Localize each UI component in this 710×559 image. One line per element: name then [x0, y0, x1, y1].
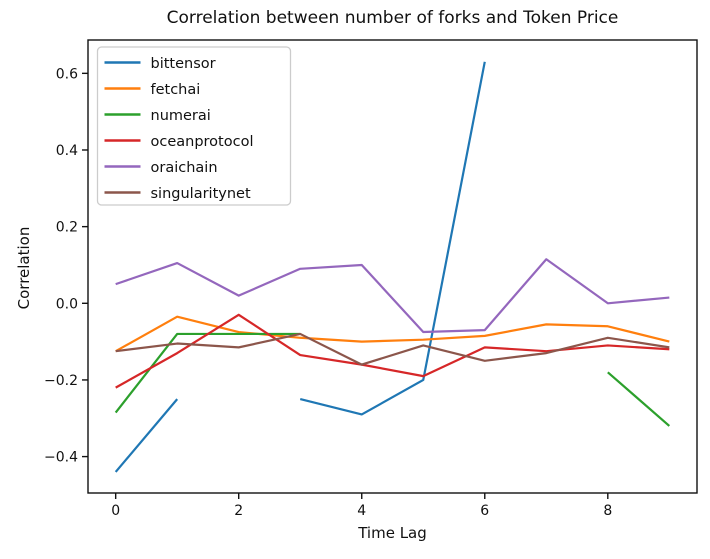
x-tick-label-6: 6 — [480, 503, 489, 519]
y-tick-label-0.2: 0.2 — [56, 220, 78, 236]
series-line-singularitynet — [115, 332, 670, 366]
series-line-oceanprotocol — [115, 313, 670, 389]
series-line-bittensor — [114, 398, 179, 473]
x-axis-label: Time Lag — [358, 524, 427, 542]
y-axis-label: Correlation — [15, 226, 33, 310]
y-tick-label-0.6: 0.6 — [56, 66, 78, 82]
y-tick-label-−0.2: −0.2 — [44, 373, 78, 389]
axes-frame — [87, 39, 698, 494]
y-tick-label-−0.4: −0.4 — [44, 450, 78, 466]
legend-label-oceanprotocol: oceanprotocol — [151, 134, 254, 150]
x-tick-label-0: 0 — [111, 503, 120, 519]
x-tick-label-4: 4 — [357, 503, 366, 519]
y-tick-label-0.4: 0.4 — [56, 143, 78, 159]
legend-label-numerai: numerai — [151, 108, 211, 124]
series-line-oraichain — [115, 258, 670, 334]
x-tick-label-2: 2 — [234, 503, 243, 519]
series-line-bittensor — [299, 61, 486, 416]
legend-label-singularitynet: singularitynet — [151, 186, 251, 202]
chart-title: Correlation between number of forks and … — [166, 8, 619, 28]
legend-label-fetchai: fetchai — [151, 82, 201, 98]
legend-label-oraichain: oraichain — [151, 160, 218, 176]
y-tick-label-0.0: 0.0 — [56, 296, 78, 312]
series-line-fetchai — [115, 315, 670, 353]
x-tick-label-8: 8 — [603, 503, 612, 519]
legend-label-bittensor: bittensor — [151, 56, 216, 72]
legend-box — [96, 46, 292, 206]
series-line-numerai — [607, 371, 671, 427]
